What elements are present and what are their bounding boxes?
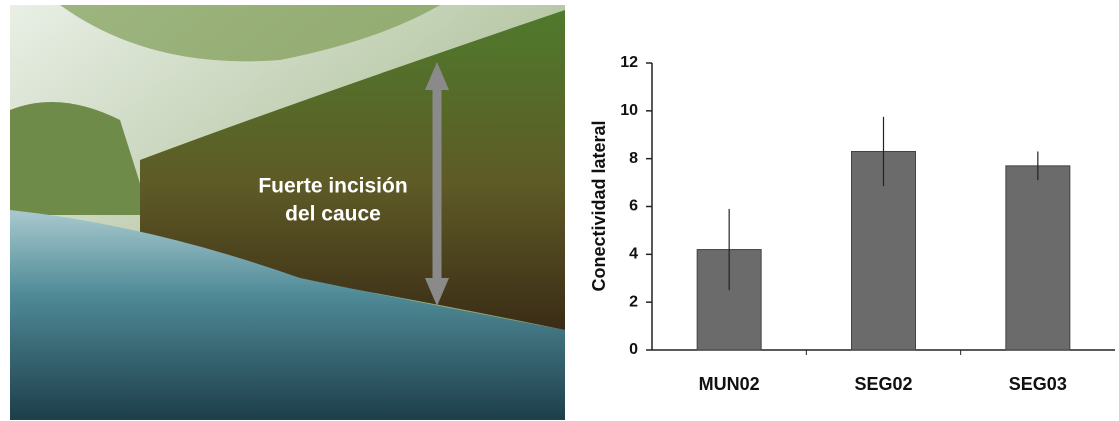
y-tick-label: 12 bbox=[620, 54, 638, 71]
figure: Fuerte incisión del cauce Conectividad l… bbox=[0, 0, 1119, 421]
y-tick-label: 6 bbox=[629, 198, 638, 215]
x-tick-label: SEG02 bbox=[854, 374, 912, 394]
y-tick-label: 8 bbox=[629, 150, 638, 167]
photo: Fuerte incisión del cauce bbox=[10, 5, 565, 420]
y-axis-label: Conectividad lateral bbox=[589, 120, 609, 291]
y-tick-label: 4 bbox=[629, 246, 638, 263]
y-tick-label: 10 bbox=[620, 102, 638, 119]
y-tick-label: 2 bbox=[629, 293, 638, 310]
x-tick-label: MUN02 bbox=[699, 374, 760, 394]
x-tick-label: SEG03 bbox=[1009, 374, 1067, 394]
annotation: Fuerte incisión bbox=[258, 175, 407, 198]
y-tick-label: 0 bbox=[629, 341, 638, 358]
bar bbox=[1006, 166, 1070, 350]
annotation: del cauce bbox=[285, 203, 381, 226]
